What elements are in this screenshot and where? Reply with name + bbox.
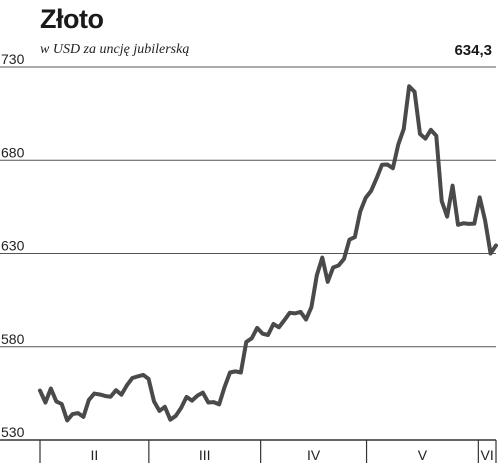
- x-tick-label-III: III: [199, 447, 211, 463]
- grid-layer: [0, 66, 496, 441]
- y-tick-labels: 530 580 630 680 730: [1, 51, 25, 440]
- x-tick-label-VI: VI: [481, 447, 494, 463]
- series-layer: [38, 84, 498, 423]
- x-tick-label-II: II: [91, 447, 99, 463]
- gold-price-line: [38, 84, 498, 423]
- x-tick-label-V: V: [418, 447, 428, 463]
- y-tick-label-630: 630: [1, 238, 25, 254]
- x-axis: II III IV V VI: [39, 440, 497, 463]
- chart-title: Złoto: [40, 4, 104, 34]
- y-tick-label-730: 730: [1, 51, 25, 67]
- last-value-label: 634,3: [454, 42, 492, 59]
- y-tick-label-580: 580: [1, 331, 25, 347]
- chart-subtitle: w USD za uncję jubilerską: [40, 42, 190, 57]
- y-tick-label-530: 530: [1, 424, 25, 440]
- y-tick-label-680: 680: [1, 144, 25, 160]
- x-tick-label-IV: IV: [307, 447, 321, 463]
